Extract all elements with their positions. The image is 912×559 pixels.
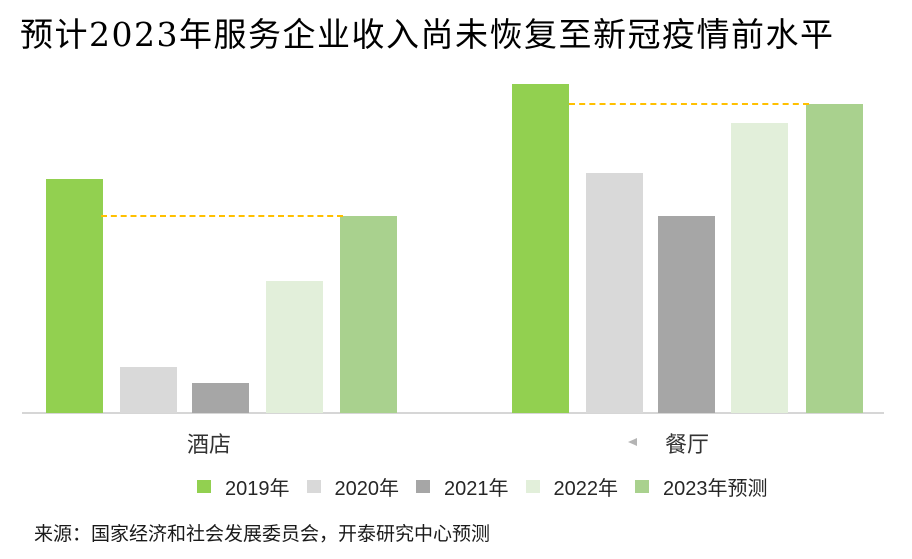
category-label-酒店: 酒店 bbox=[186, 432, 232, 457]
bar-酒店-2021年 bbox=[192, 383, 249, 413]
reference-dashed-line-酒店 bbox=[101, 215, 343, 217]
bar-餐厅-2021年 bbox=[658, 216, 715, 413]
legend-swatch-icon bbox=[306, 479, 321, 493]
reference-dashed-line-餐厅 bbox=[569, 103, 809, 105]
legend-label: 2021年 bbox=[444, 477, 509, 500]
legend-item-2022年: 2022年 bbox=[525, 472, 619, 501]
bar-餐厅-2023年预测 bbox=[806, 104, 863, 413]
legend-item-2020年: 2020年 bbox=[306, 472, 400, 501]
bar-酒店-2020年 bbox=[120, 367, 177, 413]
bar-餐厅-2019年 bbox=[512, 84, 569, 413]
legend-swatch-icon bbox=[197, 479, 211, 493]
legend-label: 2023年预测 bbox=[663, 477, 768, 500]
source-note: 来源：国家经济和社会发展委员会，开泰研究中心预测 bbox=[34, 523, 491, 545]
legend-swatch-icon bbox=[635, 479, 649, 493]
bar-酒店-2022年 bbox=[266, 281, 323, 413]
legend-swatch-icon bbox=[525, 479, 540, 493]
legend-item-2021年: 2021年 bbox=[416, 472, 509, 501]
stray-arrow-artifact bbox=[628, 438, 637, 446]
bar-餐厅-2020年 bbox=[586, 173, 643, 413]
x-axis-line bbox=[22, 412, 884, 414]
bar-餐厅-2022年 bbox=[731, 123, 788, 413]
legend-item-2023年预测: 2023年预测 bbox=[635, 472, 768, 501]
bar-酒店-2023年预测 bbox=[340, 216, 397, 413]
legend-item-2019年: 2019年 bbox=[197, 472, 290, 501]
legend-label: 2019年 bbox=[225, 477, 290, 500]
category-label-餐厅: 餐厅 bbox=[664, 432, 710, 457]
legend-label: 2022年 bbox=[553, 477, 619, 500]
chart-legend: 2019年 2020年 2021年 2022年 2023年预测 bbox=[197, 475, 785, 500]
legend-swatch-icon bbox=[416, 479, 430, 493]
legend-label: 2020年 bbox=[334, 477, 400, 500]
bar-酒店-2019年 bbox=[46, 179, 103, 413]
chart-title: 预计2023年服务企业收入尚未恢复至新冠疫情前水平 bbox=[20, 15, 835, 54]
